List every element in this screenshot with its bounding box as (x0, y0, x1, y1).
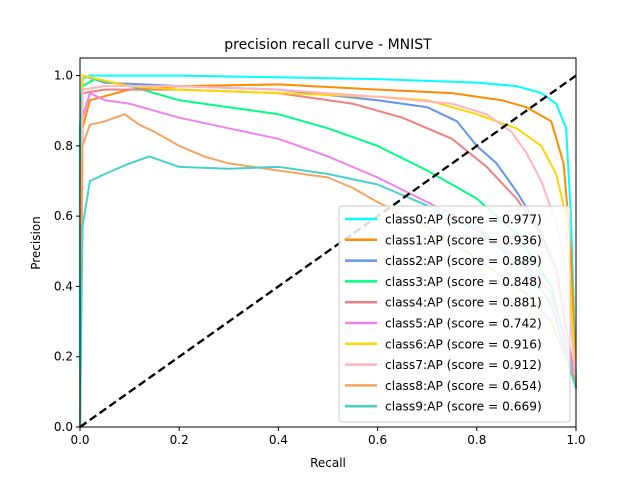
y-tick-label: 0.6 (54, 209, 73, 223)
x-tick-label: 0.6 (368, 433, 387, 447)
x-tick-label: 0.8 (467, 433, 486, 447)
diagonal-reference-line (79, 74, 577, 428)
curve-class0 (79, 74, 577, 427)
legend-label-class4: class4:AP (score = 0.881) (385, 296, 542, 310)
curve-class1 (79, 83, 577, 428)
axes-group: 0.0 0.2 0.4 0.6 0.8 1.0 0.0 0.2 0.4 0.6 0.8 1.0 (54, 57, 586, 447)
y-tick-label: 0.8 (54, 139, 73, 153)
legend-label-class3: class3:AP (score = 0.848) (385, 275, 542, 289)
chart-title: precision recall curve - MNIST (224, 37, 432, 53)
legend-label-class6: class6:AP (score = 0.916) (385, 337, 542, 351)
y-tick-label: 0.0 (54, 420, 73, 434)
plot-frame (79, 57, 577, 428)
y-axis-label: Precision (29, 216, 43, 270)
y-tick-label: 1.0 (54, 69, 73, 83)
x-tick-label: 1.0 (566, 433, 585, 447)
x-tick-label: 0.4 (269, 433, 288, 447)
legend-label-class8: class8:AP (score = 0.654) (385, 379, 542, 393)
x-axis-label: Recall (310, 456, 346, 470)
legend: class0:AP (score = 0.977) class1:AP (scor… (338, 205, 571, 423)
x-tick-label: 0.0 (70, 433, 89, 447)
legend-label-class9: class9:AP (score = 0.669) (385, 400, 542, 414)
legend-label-class0: class0:AP (score = 0.977) (385, 213, 542, 227)
legend-label-class1: class1:AP (score = 0.936) (385, 233, 542, 247)
legend-box (338, 205, 571, 423)
y-tick-label: 0.4 (54, 279, 73, 293)
y-tick-label: 0.2 (54, 350, 73, 364)
legend-label-class2: class2:AP (score = 0.889) (385, 254, 542, 268)
legend-label-class7: class7:AP (score = 0.912) (385, 358, 542, 372)
legend-label-class5: class5:AP (score = 0.742) (385, 317, 542, 331)
x-tick-label: 0.2 (170, 433, 189, 447)
